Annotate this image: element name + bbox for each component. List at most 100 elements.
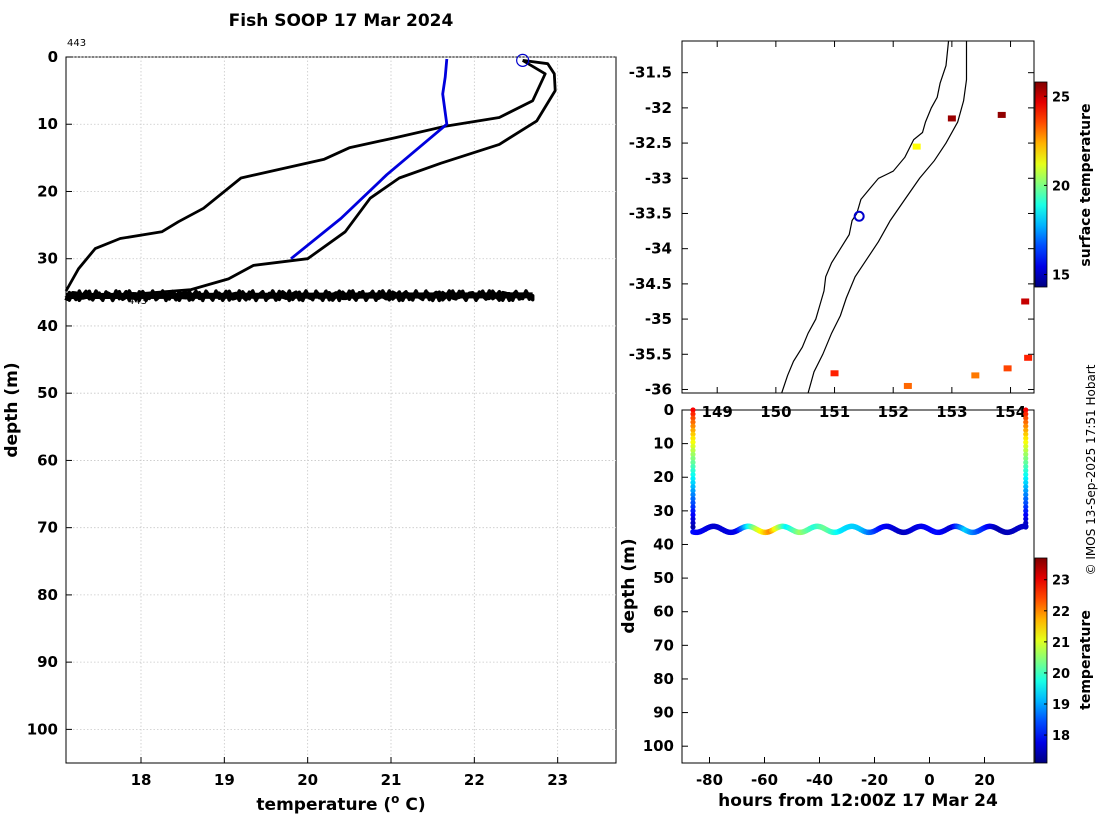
map-x-tick-label: 149	[702, 403, 733, 421]
ascent-point	[1023, 492, 1029, 498]
descent-point	[690, 451, 696, 457]
ascent-point	[1023, 411, 1029, 417]
map-y-tick-label: -33	[645, 169, 672, 187]
profile-x-tick-label: 19	[214, 771, 235, 789]
map-y-tick-label: -35.5	[629, 345, 672, 363]
profile-y-tick-label: 70	[37, 519, 58, 537]
section-y-tick-label: 60	[653, 603, 674, 621]
ascent-point	[1023, 488, 1029, 494]
profile-y-axis-label: depth (m)	[2, 362, 22, 457]
section-y-axis-label: depth (m)	[619, 538, 639, 633]
section-points	[690, 407, 1029, 536]
descent-point	[690, 516, 696, 522]
profile-plot-frame	[65, 56, 617, 764]
ascent-point	[1023, 508, 1029, 514]
ascent-point	[1023, 516, 1029, 522]
section-y-tick-label: 90	[653, 704, 674, 722]
section-colorbar-ramp	[1034, 557, 1048, 764]
descent-point	[690, 463, 696, 470]
profile-y-tick-label: 10	[37, 115, 58, 133]
sst-patch	[971, 372, 980, 379]
descent-point	[690, 508, 696, 514]
section-colorbar-tick-label: 21	[1052, 636, 1070, 651]
profile-x-tick-label: 23	[547, 771, 568, 789]
ascent-point	[1023, 447, 1029, 453]
descent-point	[690, 407, 696, 413]
section-colorbar-tick-label: 20	[1052, 667, 1070, 682]
map-y-tick-label: -35	[645, 310, 672, 328]
section-x-tick-label: 0	[924, 771, 934, 789]
ascent-point	[1023, 451, 1029, 457]
ascent-point	[1023, 496, 1029, 502]
section-colorbar-tick-label: 19	[1052, 698, 1070, 713]
section-y-tick-label: 80	[653, 670, 674, 688]
profile-grid	[66, 56, 616, 763]
profile-y-tick-label: 30	[37, 250, 58, 268]
ascent-point	[1023, 431, 1029, 437]
bottom-point	[1022, 523, 1029, 530]
map-colorbar-tick-label: 15	[1052, 269, 1070, 284]
ascent-point	[1023, 500, 1029, 506]
profile-x-axis-label: temperature (o C)	[256, 792, 425, 815]
ascent-point	[1023, 427, 1029, 433]
degree-superscript: o	[391, 792, 399, 806]
ascent-point	[1023, 443, 1029, 449]
chart-title: Fish SOOP 17 Mar 2024	[229, 11, 454, 31]
map-colorbar-tick-label: 20	[1052, 179, 1070, 194]
section-x-axis-label: hours from 12:00Z 17 Mar 24	[718, 791, 998, 811]
profile-y-tick-label: 50	[37, 384, 58, 402]
section-x-tick-label: -60	[751, 771, 778, 789]
ascent-point	[1023, 480, 1029, 486]
profile-y-tick-label: 40	[37, 317, 58, 335]
profile-tag-bottom: 443	[128, 296, 147, 307]
descent-point	[690, 431, 696, 437]
section-x-tick-label: -40	[806, 771, 833, 789]
descent-point	[690, 488, 696, 494]
map-x-tick-label: 150	[760, 403, 791, 421]
sst-patch	[1021, 298, 1030, 305]
profile-x-tick-label: 22	[464, 771, 485, 789]
section-y-tick-label: 0	[664, 401, 674, 419]
descent-point	[690, 500, 696, 506]
section-y-tick-label: 50	[653, 569, 674, 587]
section-tick-labels: 0 10 20 30 40 50 60 70 80 90 100 -80 -60 -40 -20 0 20	[643, 401, 995, 789]
map-y-tick-label: -32.5	[629, 134, 672, 152]
descent-point	[690, 496, 696, 502]
profile-y-tick-label: 80	[37, 586, 58, 604]
map-y-tick-label: -32	[645, 99, 672, 117]
credit-text: © IMOS 13-Sep-2025 17:51 Hobart	[1084, 364, 1098, 575]
descent-point	[690, 520, 696, 526]
map-colorbar-ramp	[1034, 81, 1048, 288]
map-y-tick-label: -33.5	[629, 204, 672, 222]
descent-point	[690, 504, 696, 510]
ascent-point	[1023, 475, 1029, 482]
ascent-point	[1023, 459, 1029, 466]
unit-text: C)	[399, 795, 425, 815]
descent-point	[690, 459, 696, 466]
section-y-tick-label: 10	[653, 435, 674, 453]
profile-series	[64, 53, 557, 303]
profile-tag: 443	[67, 38, 86, 49]
map-y-tick-label: -36	[645, 380, 672, 398]
map-tick-labels: -31.5 -32 -32.5 -33 -33.5 -34 -34.5 -35 -35.5 -36…	[629, 64, 1026, 421]
profile-y-tick-label: 60	[37, 451, 58, 469]
map-x-tick-label: 151	[819, 403, 850, 421]
map-plot: -31.5 -32 -32.5 -33 -33.5 -34 -34.5 -35 -35.5 -36…	[629, 40, 1094, 421]
section-x-tick-label: -20	[861, 771, 888, 789]
section-colorbar-tick-label: 22	[1052, 605, 1070, 620]
descent-point	[690, 411, 696, 417]
ascent-point	[1023, 484, 1029, 490]
profile-x-tick-label: 18	[131, 771, 152, 789]
sst-patch	[1003, 365, 1012, 372]
profile-surface-marker	[516, 53, 530, 67]
descent-point	[690, 423, 696, 429]
descent-point	[690, 439, 696, 445]
section-plot-frame	[681, 409, 1035, 764]
map-y-tick-label: -34	[645, 240, 672, 258]
descent-point	[690, 512, 696, 518]
map-grid	[682, 41, 1034, 393]
sst-patch	[903, 382, 912, 389]
descent-point	[690, 471, 696, 478]
descent-point	[690, 435, 696, 441]
